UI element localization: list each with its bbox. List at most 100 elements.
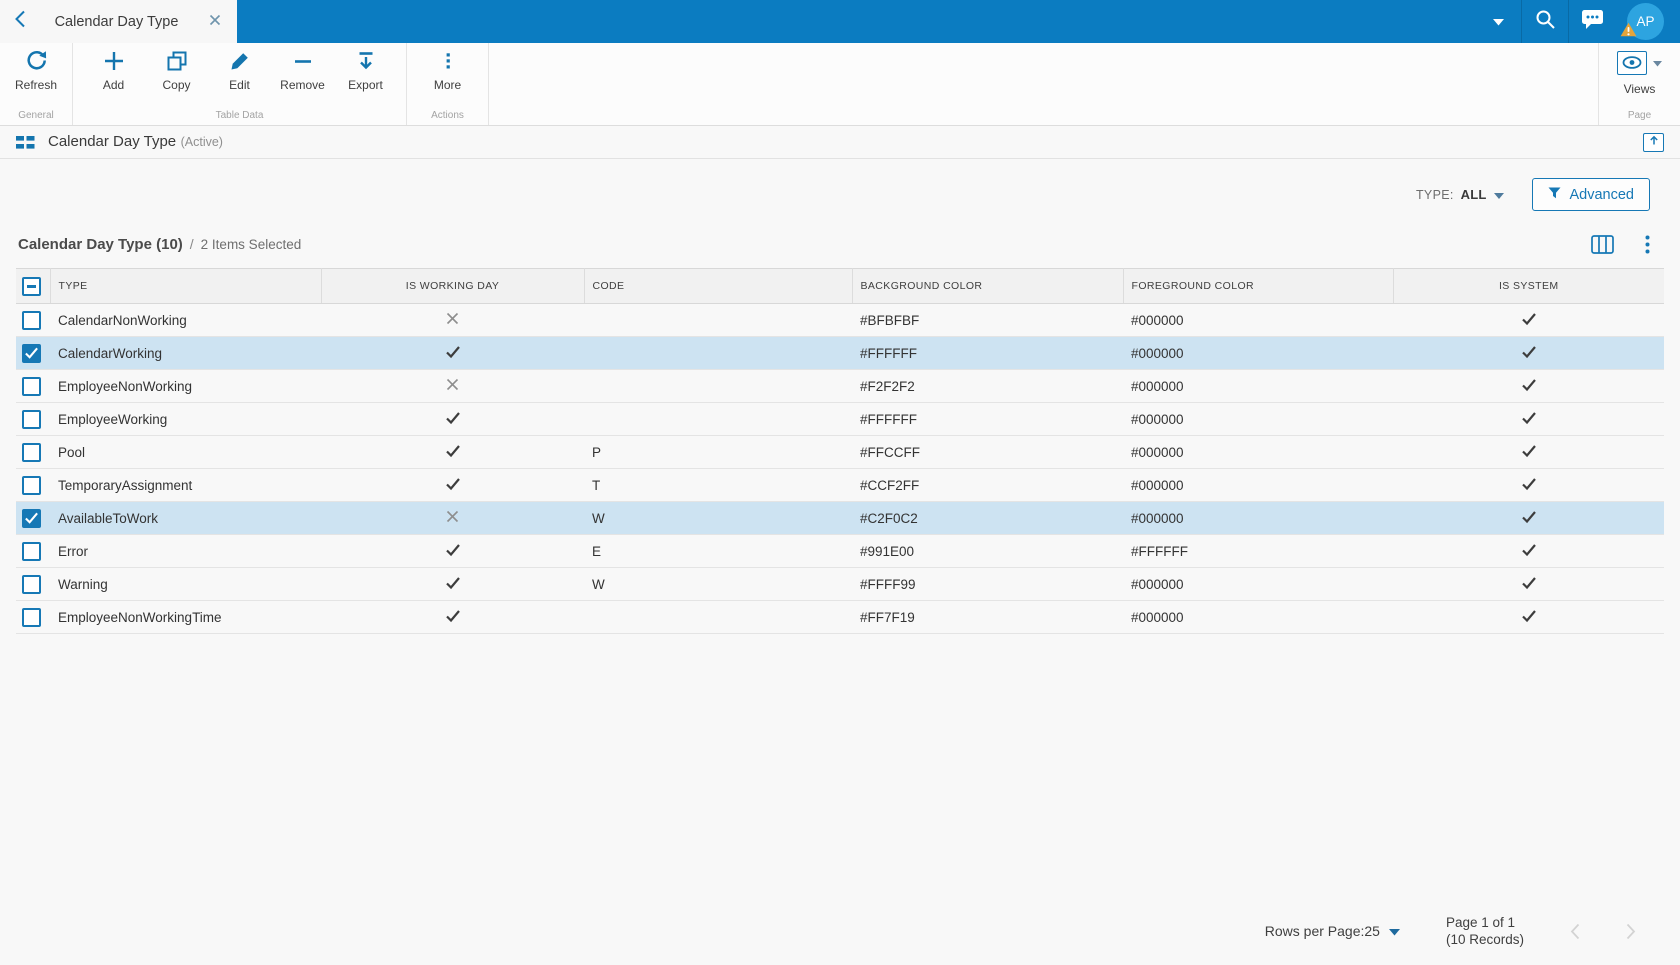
more-button[interactable]: More [416,50,479,92]
views-label: Views [1623,82,1656,96]
rows-per-page-control[interactable]: Rows per Page:25 [1265,923,1400,939]
top-actions: AP [1475,0,1680,43]
row-checkbox[interactable] [22,409,41,429]
column-header-code[interactable]: CODE [584,268,853,304]
cross-icon [446,378,459,394]
cell-type: CalendarWorking [50,336,321,370]
column-header-is-system[interactable]: IS SYSTEM [1393,268,1664,304]
cell-foreground-color: #000000 [1123,600,1393,634]
tab-close-button[interactable] [207,11,223,33]
chevron-down-icon [1653,54,1662,72]
cell-background-color: #F2F2F2 [852,369,1123,403]
cell-type: Error [50,534,321,568]
ribbon-group-page: Views Page [1598,43,1680,125]
cell-background-color: #BFBFBF [852,303,1123,337]
export-button[interactable]: Export [334,50,397,92]
column-chooser-button[interactable] [1591,234,1614,254]
cell-code: W [584,567,852,601]
cell-background-color: #FFFFFF [852,336,1123,370]
copy-button[interactable]: Copy [145,50,208,92]
check-icon [1521,510,1537,527]
advanced-filter-label: Advanced [1569,186,1635,203]
messages-button[interactable] [1569,0,1615,43]
cell-foreground-color: #000000 [1123,468,1393,502]
rows-per-page-value: 25 [1364,923,1380,940]
row-checkbox[interactable] [22,442,41,462]
warning-badge-icon [1620,22,1637,42]
user-menu[interactable]: AP [1620,3,1664,40]
row-checkbox[interactable] [22,310,41,330]
table-row[interactable]: Error E #991E00 #FFFFFF [16,534,1664,568]
table-row[interactable]: CalendarWorking #FFFFFF #000000 [16,336,1664,370]
collapse-ribbon-button[interactable] [1643,132,1664,152]
search-icon [1535,9,1556,35]
add-button[interactable]: Add [82,50,145,92]
refresh-button[interactable]: Refresh [9,50,63,92]
back-chevron-icon [14,10,26,33]
ribbon-group-table-data: Add Copy Edit Remove [73,43,407,125]
pagination-bar: Rows per Page:25 Page 1 of 1 (10 Records… [0,914,1680,949]
row-checkbox[interactable] [22,343,41,363]
check-icon [445,477,461,494]
next-page-button[interactable] [1626,923,1636,940]
check-icon [1521,312,1537,329]
pencil-icon [230,50,250,71]
cell-is-working-day [321,402,584,436]
ellipsis-icon [438,50,458,71]
cell-is-working-day [321,336,584,370]
cell-is-system [1393,600,1664,634]
views-button[interactable]: Views [1608,50,1671,96]
add-label: Add [102,78,125,92]
refresh-label: Refresh [14,78,58,92]
row-checkbox[interactable] [22,541,41,561]
table-row[interactable]: Pool P #FFCCFF #000000 [16,435,1664,469]
remove-button[interactable]: Remove [271,50,334,92]
table-row[interactable]: EmployeeNonWorkingTime #FF7F19 #000000 [16,600,1664,634]
previous-page-button[interactable] [1570,923,1580,940]
search-button[interactable] [1522,0,1568,43]
page-info: Page 1 of 1 (10 Records) [1446,914,1524,949]
check-icon [445,543,461,560]
type-filter-dropdown[interactable]: TYPE: ALL [1416,186,1504,204]
edit-button[interactable]: Edit [208,50,271,92]
row-checkbox[interactable] [22,475,41,495]
back-button[interactable] [14,10,26,33]
kebab-menu-button[interactable] [1645,235,1650,254]
column-header-background-color[interactable]: BACKGROUND COLOR [852,268,1124,304]
cell-background-color: #991E00 [852,534,1123,568]
cell-type: EmployeeWorking [50,402,321,436]
table-row[interactable]: EmployeeWorking #FFFFFF #000000 [16,402,1664,436]
row-checkbox[interactable] [22,376,41,396]
select-all-checkbox[interactable] [22,276,41,296]
column-header-foreground-color[interactable]: FOREGROUND COLOR [1123,268,1394,304]
table-row[interactable]: AvailableToWork W #C2F0C2 #000000 [16,501,1664,535]
table-row[interactable]: EmployeeNonWorking #F2F2F2 #000000 [16,369,1664,403]
tab-calendar-day-type[interactable]: Calendar Day Type [0,0,237,43]
row-checkbox[interactable] [22,508,41,528]
page-title: Calendar Day Type [48,133,177,150]
advanced-filter-button[interactable]: Advanced [1531,178,1650,211]
cell-background-color: #FFFF99 [852,567,1123,601]
row-checkbox[interactable] [22,574,41,594]
table-row[interactable]: Warning W #FFFF99 #000000 [16,567,1664,601]
cell-type: EmployeeNonWorking [50,369,321,403]
ribbon-group-caption-page: Page [1627,110,1652,121]
list-title-row: Calendar Day Type (10) / 2 Items Selecte… [0,233,1680,255]
cell-foreground-color: #000000 [1123,435,1393,469]
plus-icon [104,50,124,71]
refresh-icon [26,50,47,71]
export-label: Export [348,78,383,92]
page-label: Page 1 of 1 [1445,914,1516,930]
chat-icon [1581,9,1604,35]
table-row[interactable]: TemporaryAssignment T #CCF2FF #000000 [16,468,1664,502]
chevron-down-icon [1492,13,1504,31]
table-body: CalendarNonWorking #BFBFBF #000000 Calendar… [16,303,1664,634]
check-icon [445,576,461,593]
topbar-dropdown-button[interactable] [1475,0,1521,43]
cell-foreground-color: #000000 [1123,336,1393,370]
table-row[interactable]: CalendarNonWorking #BFBFBF #000000 [16,303,1664,337]
column-header-is-working-day[interactable]: IS WORKING DAY [321,268,585,304]
top-bar: Calendar Day Type AP [0,0,1680,43]
row-checkbox[interactable] [22,607,41,627]
column-header-type[interactable]: TYPE [50,268,322,304]
